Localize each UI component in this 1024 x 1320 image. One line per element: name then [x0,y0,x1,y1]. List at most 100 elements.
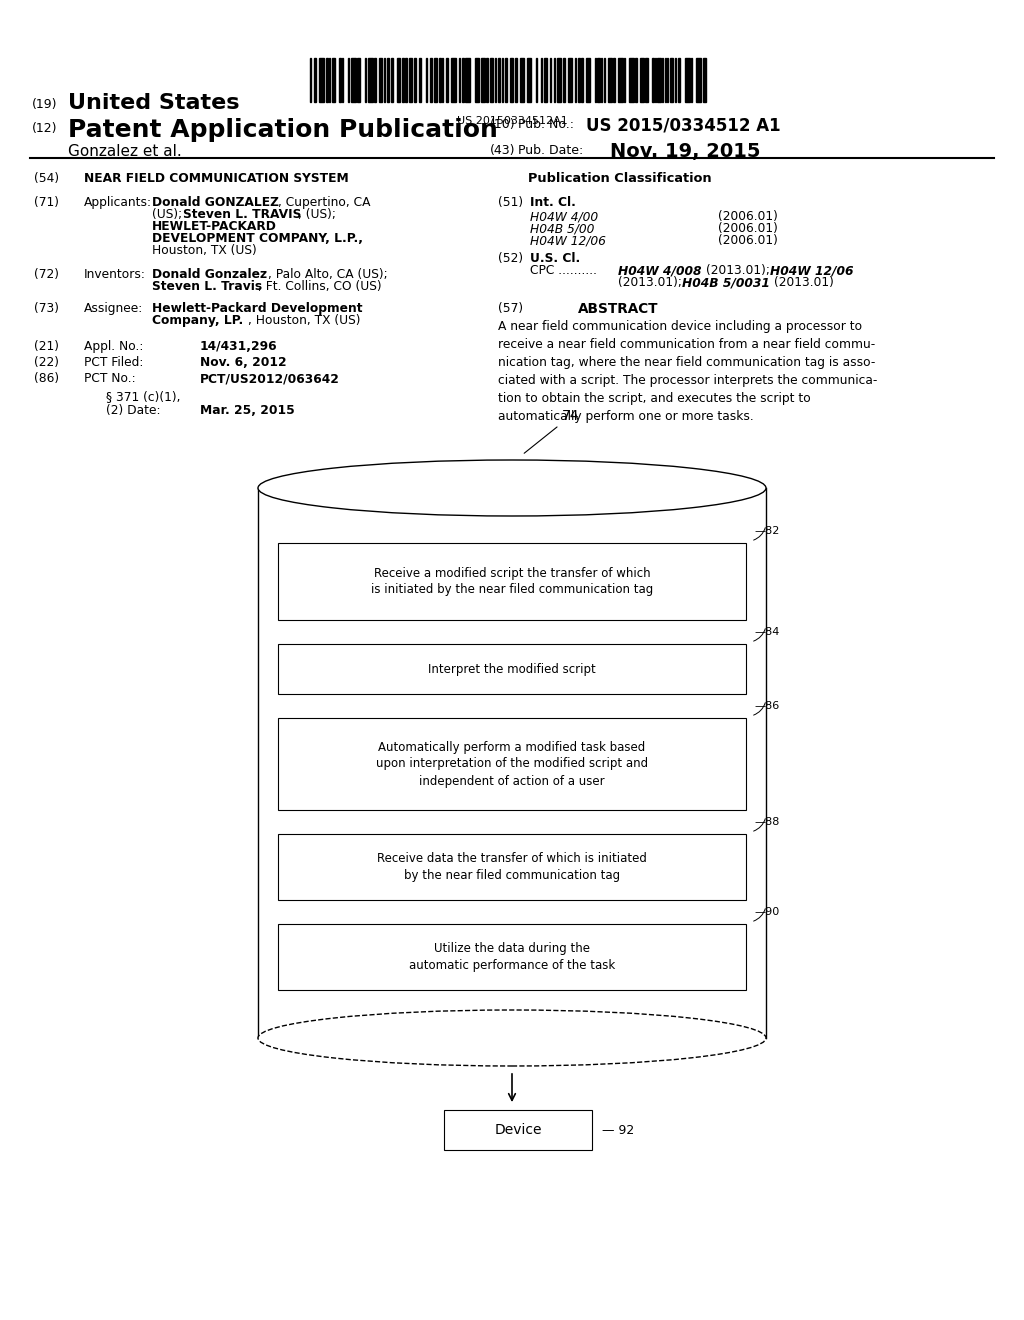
Text: H04W 12/06: H04W 12/06 [530,234,606,247]
Bar [696,58,701,102]
Text: H04W 4/008: H04W 4/008 [618,264,701,277]
Bar [510,58,513,102]
Text: Receive data the transfer of which is initiated
by the near filed communication : Receive data the transfer of which is in… [377,851,647,882]
Text: (21): (21) [34,341,59,352]
Text: —86: —86 [754,701,779,711]
Bar [498,58,500,102]
Text: (2013.01): (2013.01) [774,276,834,289]
Bar [520,58,524,102]
Text: (2013.01);: (2013.01); [618,276,682,289]
Bar [332,58,335,102]
Bar [608,58,612,102]
Text: Nov. 6, 2012: Nov. 6, 2012 [200,356,287,370]
Text: (73): (73) [34,302,59,315]
Bar [462,58,464,102]
Bar [515,58,517,102]
Bar [397,58,400,102]
Text: H04B 5/00: H04B 5/00 [530,222,594,235]
Text: Patent Application Publication: Patent Application Publication [68,117,498,143]
Bar [597,58,600,102]
Bar [635,58,637,102]
Bar [430,58,432,102]
Text: Inventors:: Inventors: [84,268,145,281]
Bar [278,543,746,620]
Bar [278,834,746,900]
Text: Pub. No.:: Pub. No.: [518,117,574,131]
Text: (19): (19) [32,98,57,111]
Bar [703,58,706,102]
Text: Company, LP.: Company, LP. [152,314,244,327]
Text: Appl. No.:: Appl. No.: [84,341,143,352]
Bar [278,718,746,810]
Text: H04W 4/00: H04W 4/00 [530,210,598,223]
Text: HEWLET-PACKARD: HEWLET-PACKARD [152,220,276,234]
Bar [670,58,673,102]
Text: —90: —90 [754,907,779,917]
Text: , Ft. Collins, CO (US): , Ft. Collins, CO (US) [258,280,382,293]
Bar [409,58,412,102]
Bar [544,58,547,102]
Text: (22): (22) [34,356,59,370]
Text: A near field communication device including a processor to
receive a near field : A near field communication device includ… [498,319,878,422]
Text: (54): (54) [34,172,59,185]
Bar [475,58,479,102]
Text: (2013.01);: (2013.01); [706,264,770,277]
Text: (52): (52) [498,252,523,265]
Bar [678,58,680,102]
Text: , Houston, TX (US): , Houston, TX (US) [248,314,360,327]
Text: Applicants:: Applicants: [84,195,152,209]
Text: Gonzalez et al.: Gonzalez et al. [68,144,181,158]
Bar [629,58,634,102]
Text: Utilize the data during the
automatic performance of the task: Utilize the data during the automatic pe… [409,942,615,972]
Ellipse shape [258,1010,766,1067]
Bar [490,58,493,102]
Bar [387,58,389,102]
Bar [578,58,580,102]
Bar [486,58,488,102]
Bar [326,58,328,102]
Bar [451,58,456,102]
Text: (2006.01): (2006.01) [718,222,778,235]
Text: United States: United States [68,92,240,114]
Text: PCT Filed:: PCT Filed: [84,356,143,370]
Text: Receive a modified script the transfer of which
is initiated by the near filed c: Receive a modified script the transfer o… [371,566,653,597]
Bar [465,58,470,102]
Bar [419,58,421,102]
Bar [586,58,590,102]
Bar [568,58,572,102]
Bar [618,58,623,102]
Text: (86): (86) [34,372,59,385]
Text: US 20150334512A1: US 20150334512A1 [457,116,567,125]
Bar [444,1110,592,1150]
Bar [406,58,407,102]
Bar [446,58,449,102]
Bar [557,58,561,102]
Bar [278,924,746,990]
Text: § 371 (c)(1),: § 371 (c)(1), [106,389,180,403]
Text: Mar. 25, 2015: Mar. 25, 2015 [200,404,295,417]
Bar [685,58,690,102]
Text: Houston, TX (US): Houston, TX (US) [152,244,257,257]
Text: PCT/US2012/063642: PCT/US2012/063642 [200,372,340,385]
Text: Interpret the modified script: Interpret the modified script [428,663,596,676]
Text: US 2015/0334512 A1: US 2015/0334512 A1 [586,116,780,135]
Text: NEAR FIELD COMMUNICATION SYSTEM: NEAR FIELD COMMUNICATION SYSTEM [84,172,349,185]
Bar [439,58,441,102]
Ellipse shape [258,459,766,516]
Text: Donald Gonzalez: Donald Gonzalez [152,268,267,281]
Text: (51): (51) [498,195,523,209]
Text: Assignee:: Assignee: [84,302,143,315]
Bar [351,58,356,102]
Text: (57): (57) [498,302,523,315]
Text: —88: —88 [754,817,779,828]
Text: (72): (72) [34,268,59,281]
Text: U.S. Cl.: U.S. Cl. [530,252,581,265]
Bar [563,58,565,102]
Text: 14/431,296: 14/431,296 [200,341,278,352]
Text: Steven L. Travis: Steven L. Travis [152,280,262,293]
Bar [278,644,746,694]
Bar [368,58,373,102]
Bar [481,58,485,102]
Bar [505,58,507,102]
Text: Int. Cl.: Int. Cl. [530,195,575,209]
